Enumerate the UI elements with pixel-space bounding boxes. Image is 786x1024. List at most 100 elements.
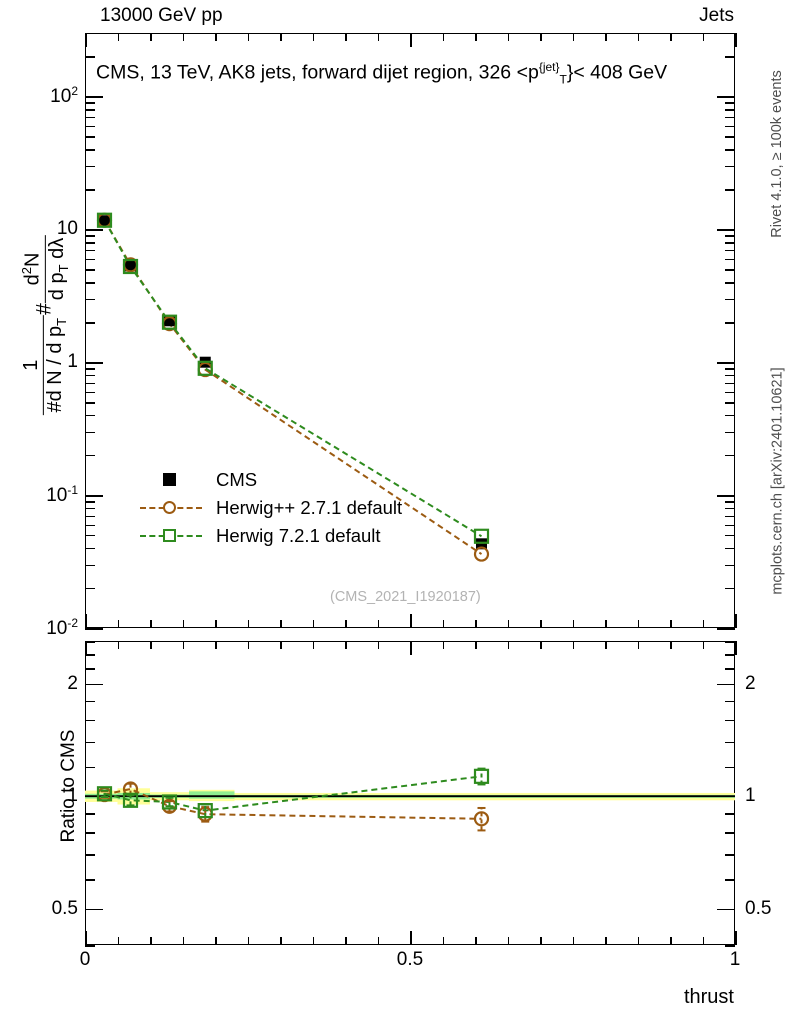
y-minor-tick xyxy=(85,501,95,503)
x-minor-tick xyxy=(182,33,185,41)
y-major-tick xyxy=(717,628,735,630)
y-major-tick xyxy=(717,495,735,497)
y-minor-tick xyxy=(85,125,95,128)
ratio-y-minor-tick xyxy=(85,641,95,643)
y-major-tick xyxy=(85,96,103,98)
x-minor-tick xyxy=(637,33,640,41)
main-y-tick-label-1: 10-1 xyxy=(46,482,78,507)
x-minor-tick xyxy=(247,641,250,649)
x-minor-tick xyxy=(312,33,315,41)
main-plot-title: CMS, 13 TeV, AK8 jets, forward dijet reg… xyxy=(96,60,667,86)
ratio-data-marker-1-1 xyxy=(122,792,139,808)
legend-item-herwig7[interactable]: Herwig 7.2.1 default xyxy=(140,522,402,550)
y-minor-tick xyxy=(725,249,735,252)
ratio-y-tick-label-right-0: 0.5 xyxy=(745,897,772,919)
x-major-tick xyxy=(85,614,87,628)
y-minor-tick xyxy=(725,322,735,324)
ratio-y-tick-label-left-1: 1 xyxy=(67,785,78,807)
y-minor-tick xyxy=(725,535,735,537)
legend-marker-herwig7 xyxy=(140,526,202,546)
main-series-line-1 xyxy=(103,219,483,555)
y-minor-tick xyxy=(725,455,735,457)
x-minor-tick xyxy=(312,937,315,945)
x-minor-tick xyxy=(280,33,282,41)
y-minor-tick xyxy=(85,149,95,151)
ratio-data-marker-1-0 xyxy=(96,786,113,802)
ratio-y-minor-tick xyxy=(725,854,735,856)
y-major-tick xyxy=(85,628,103,630)
ratio-y-minor-tick xyxy=(725,945,735,947)
x-minor-tick xyxy=(280,620,282,628)
x-minor-tick xyxy=(475,937,477,945)
ratio-y-major-tick xyxy=(717,683,735,686)
ratio-y-minor-tick xyxy=(725,668,735,670)
main-y-tick-label-3: 10 xyxy=(56,218,78,240)
y-minor-tick xyxy=(725,431,735,434)
x-major-tick xyxy=(735,614,737,628)
y-minor-tick xyxy=(725,149,735,151)
x-minor-tick xyxy=(345,937,347,945)
legend-label-cms: CMS xyxy=(216,469,258,490)
y-minor-tick xyxy=(725,33,735,35)
y-minor-tick xyxy=(725,587,735,590)
y-minor-tick xyxy=(85,109,95,111)
main-data-marker-0-2 xyxy=(164,315,175,327)
y-minor-tick xyxy=(85,249,95,252)
x-minor-tick xyxy=(377,620,380,628)
y-minor-tick xyxy=(85,298,95,301)
x-minor-tick xyxy=(215,937,217,945)
y-minor-tick xyxy=(85,375,95,377)
x-minor-tick xyxy=(572,641,575,649)
x-minor-tick xyxy=(605,641,607,649)
main-data-marker-1-4 xyxy=(473,546,490,562)
x-minor-tick xyxy=(312,641,315,649)
legend-item-cms[interactable]: CMS xyxy=(140,466,402,494)
y-minor-tick xyxy=(725,165,735,168)
y-minor-tick xyxy=(725,136,735,138)
x-minor-tick xyxy=(442,937,445,945)
x-minor-tick xyxy=(280,641,282,649)
y-minor-tick xyxy=(85,258,95,261)
x-minor-tick xyxy=(150,641,152,649)
y-minor-tick xyxy=(85,547,95,550)
ratio-y-minor-tick xyxy=(725,653,735,656)
x-minor-tick xyxy=(182,937,185,945)
legend-item-herwigpp[interactable]: Herwig++ 2.7.1 default xyxy=(140,494,402,522)
x-minor-tick xyxy=(572,33,575,41)
x-minor-tick xyxy=(377,33,380,41)
main-plot-title-subscript: T xyxy=(559,72,567,87)
ratio-y-major-tick xyxy=(85,908,103,911)
x-minor-tick xyxy=(670,641,672,649)
y-minor-tick xyxy=(85,56,95,58)
x-minor-tick xyxy=(475,620,477,628)
y-minor-tick xyxy=(85,269,95,271)
y-major-tick xyxy=(85,362,103,364)
y-major-tick xyxy=(717,362,735,364)
main-plot-title-superscript: {jet} xyxy=(538,60,560,74)
x-minor-tick xyxy=(540,641,542,649)
x-minor-tick xyxy=(150,33,152,41)
y-minor-tick xyxy=(85,431,95,434)
ratio-y-major-tick xyxy=(717,908,735,911)
y-minor-tick xyxy=(85,402,95,404)
y-minor-tick xyxy=(85,368,95,370)
x-minor-tick xyxy=(215,620,217,628)
x-minor-tick xyxy=(605,33,607,41)
ratio-data-marker-1-4 xyxy=(473,768,490,784)
legend-label-herwig7: Herwig 7.2.1 default xyxy=(216,525,381,546)
y-minor-tick xyxy=(85,322,95,324)
x-minor-tick xyxy=(345,641,347,649)
legend-marker-cms xyxy=(140,470,202,490)
x-minor-tick xyxy=(507,620,510,628)
ratio-y-minor-tick xyxy=(85,766,95,769)
x-minor-tick xyxy=(117,641,120,649)
x-minor-tick xyxy=(540,33,542,41)
y-minor-tick xyxy=(725,515,735,518)
x-minor-tick xyxy=(182,620,185,628)
main-series-line-2 xyxy=(103,219,483,538)
x-minor-tick xyxy=(247,620,250,628)
y-minor-tick xyxy=(85,235,95,237)
y-minor-tick xyxy=(725,402,735,404)
y-minor-tick xyxy=(85,189,95,191)
x-minor-tick xyxy=(150,620,152,628)
